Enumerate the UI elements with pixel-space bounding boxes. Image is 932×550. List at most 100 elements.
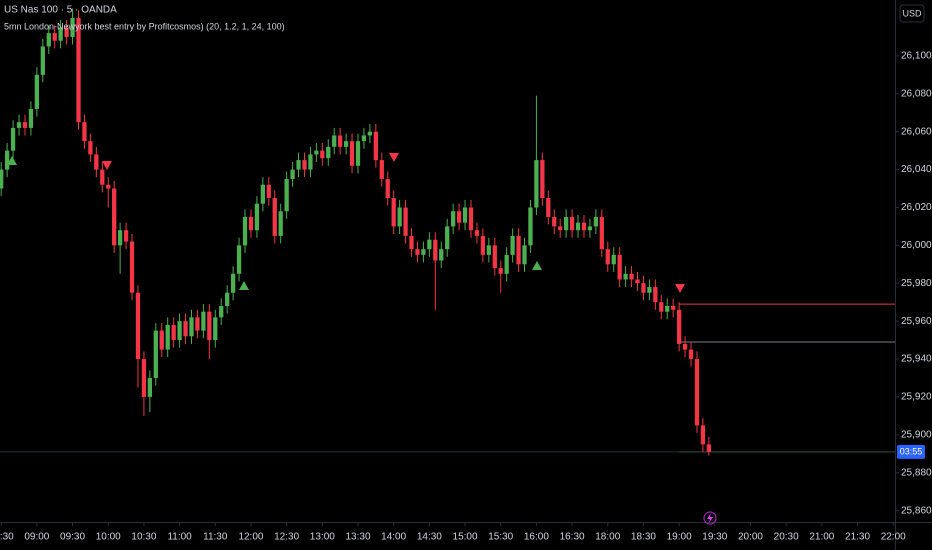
x-tick-label: 12:30 bbox=[274, 532, 299, 543]
candle-body bbox=[52, 33, 57, 41]
candle-body bbox=[177, 321, 182, 341]
signal-sell bbox=[102, 161, 112, 170]
currency-button[interactable] bbox=[899, 4, 925, 23]
candle-body bbox=[433, 239, 438, 261]
candle-body bbox=[391, 198, 396, 227]
y-tick-label: 25,960.0 bbox=[901, 316, 932, 327]
candle-body bbox=[451, 211, 456, 227]
y-tick-label: 26,060.0 bbox=[901, 126, 932, 137]
candle-body bbox=[563, 216, 569, 231]
candle-body bbox=[254, 203, 260, 231]
candle-body bbox=[225, 292, 230, 306]
candle-body bbox=[403, 207, 408, 236]
candle-body bbox=[558, 226, 563, 231]
x-tick-label: 14:30 bbox=[417, 532, 442, 543]
candle-body bbox=[343, 141, 349, 147]
candle-body bbox=[665, 306, 670, 312]
candle-body bbox=[302, 160, 307, 170]
candle-body bbox=[230, 273, 236, 293]
candle-body bbox=[278, 211, 283, 236]
replay-icon[interactable] bbox=[703, 511, 717, 525]
signal-buy bbox=[532, 261, 542, 270]
candle-body bbox=[266, 184, 271, 198]
candle-body bbox=[552, 216, 557, 227]
y-tick-label: 26,100.0 bbox=[901, 51, 932, 62]
x-tick-label: 21:30 bbox=[845, 532, 870, 543]
candle-body bbox=[236, 245, 242, 274]
candle-body bbox=[34, 74, 40, 109]
candle-body bbox=[706, 444, 712, 452]
candle-body bbox=[373, 131, 378, 161]
candle-body bbox=[445, 226, 450, 250]
candle-body bbox=[605, 249, 610, 265]
candle-body bbox=[641, 283, 646, 293]
y-tick-label: 26,040.0 bbox=[901, 164, 932, 175]
x-tick-label: 18:00 bbox=[595, 532, 620, 543]
y-tick-label: 25,880.0 bbox=[901, 467, 932, 478]
candle-body bbox=[76, 18, 81, 123]
candle-body bbox=[593, 216, 599, 227]
candle-body bbox=[575, 222, 581, 231]
countdown-label: 03:55 bbox=[900, 446, 923, 456]
candle-body bbox=[653, 287, 658, 303]
candle-body bbox=[367, 131, 373, 136]
candle-body bbox=[296, 160, 301, 170]
countdown-badge bbox=[897, 444, 925, 459]
candle-body bbox=[117, 230, 123, 246]
x-tick-label: 20:30 bbox=[774, 532, 799, 543]
candle-body bbox=[546, 198, 551, 217]
candle-body bbox=[147, 378, 153, 397]
candle-body bbox=[213, 317, 218, 341]
currency-label[interactable]: USD bbox=[902, 8, 922, 18]
candle-body bbox=[129, 241, 135, 293]
candle-body bbox=[587, 226, 593, 231]
x-tick-label: 14:00 bbox=[381, 532, 406, 543]
x-tick-label: 16:30 bbox=[560, 532, 585, 543]
candle-body bbox=[135, 292, 141, 360]
x-tick-label: 18:30 bbox=[631, 532, 656, 543]
candle-body bbox=[379, 160, 384, 180]
icon-bolt[interactable] bbox=[707, 513, 713, 523]
candle-body bbox=[106, 184, 111, 189]
candle-body bbox=[498, 268, 503, 274]
x-tick-label: 22:00 bbox=[881, 532, 906, 543]
icon-circle[interactable] bbox=[703, 511, 717, 525]
candle-body bbox=[308, 154, 313, 170]
candle-body bbox=[153, 330, 158, 378]
candle-body bbox=[112, 188, 117, 246]
candle-body bbox=[201, 311, 206, 331]
y-tick-label: 25,920.0 bbox=[901, 392, 932, 403]
candle-body bbox=[361, 135, 367, 142]
candle-body bbox=[397, 207, 402, 227]
candle-body bbox=[623, 273, 628, 280]
candle-body bbox=[635, 279, 640, 284]
candle-body bbox=[4, 150, 10, 170]
x-tick-label: 19:30 bbox=[702, 532, 727, 543]
candle-body bbox=[474, 230, 480, 236]
candle-body bbox=[189, 317, 194, 337]
candle-body bbox=[534, 160, 539, 208]
signal-buy bbox=[7, 156, 17, 165]
y-tick-label: 26,020.0 bbox=[901, 202, 932, 213]
candle-body bbox=[439, 249, 444, 261]
x-tick-label: 15:30 bbox=[488, 532, 513, 543]
candle-body bbox=[195, 317, 200, 331]
candle-body bbox=[272, 198, 277, 236]
candle-body bbox=[141, 359, 147, 397]
candle-body bbox=[688, 349, 694, 360]
candle-body bbox=[338, 135, 343, 147]
candle-body bbox=[510, 235, 515, 255]
x-tick-label: 12:00 bbox=[238, 532, 263, 543]
candle-body bbox=[320, 150, 325, 159]
candle-body bbox=[581, 222, 587, 231]
signal-sell bbox=[675, 284, 685, 293]
candle-body bbox=[385, 179, 390, 198]
candle-body bbox=[349, 141, 355, 166]
x-tick-label: 09:30 bbox=[60, 532, 85, 543]
candle-body bbox=[16, 122, 22, 128]
candle-body bbox=[70, 18, 75, 37]
candle-body bbox=[46, 33, 51, 47]
y-tick-label: 25,940.0 bbox=[901, 354, 932, 365]
signal-sell bbox=[389, 153, 399, 162]
